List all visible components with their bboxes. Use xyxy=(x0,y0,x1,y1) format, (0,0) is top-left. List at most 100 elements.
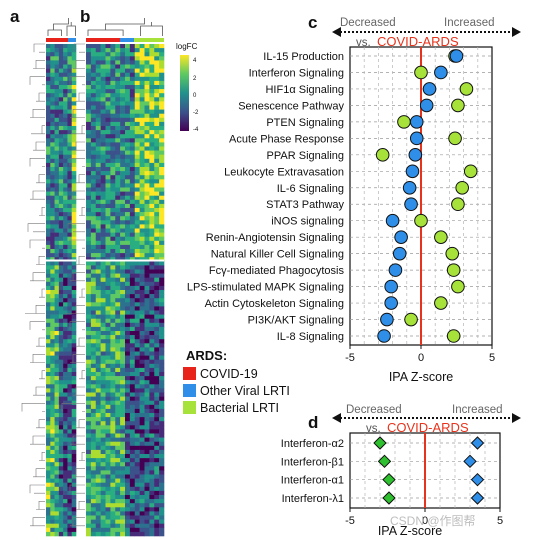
heat-cell xyxy=(54,93,60,98)
heat-cell xyxy=(149,101,155,106)
heat-cell xyxy=(159,355,165,360)
heat-cell xyxy=(144,134,150,139)
heat-cell xyxy=(50,80,55,86)
heat-cell xyxy=(50,265,55,270)
heat-cell xyxy=(100,441,106,447)
heat-cell xyxy=(139,101,145,106)
heat-cell xyxy=(46,113,51,119)
heat-cell xyxy=(54,220,60,225)
heat-cell xyxy=(144,495,150,500)
heat-cell xyxy=(46,85,51,90)
heat-cell xyxy=(67,236,73,242)
data-point xyxy=(382,491,396,505)
heat-cell xyxy=(90,68,97,73)
heat-cell xyxy=(46,121,51,127)
heat-cell xyxy=(46,458,51,463)
heat-cell xyxy=(86,347,92,352)
heat-cell xyxy=(63,68,68,73)
heat-cell xyxy=(149,240,155,246)
heat-cell xyxy=(144,392,150,397)
heat-cell xyxy=(144,162,150,168)
heat-cell xyxy=(50,445,55,451)
heat-cell xyxy=(90,478,97,483)
heat-cell xyxy=(67,93,73,98)
heat-cell xyxy=(120,105,126,110)
heat-cell xyxy=(110,495,116,500)
heat-cell xyxy=(54,519,60,524)
heat-cell xyxy=(90,380,97,385)
heat-cell xyxy=(125,306,131,311)
heat-cell xyxy=(115,355,121,360)
heat-cell xyxy=(63,97,68,102)
heat-cell xyxy=(95,76,101,82)
heat-cell xyxy=(120,269,126,274)
heat-cell xyxy=(139,396,145,401)
heat-cell xyxy=(110,478,116,483)
heat-cell xyxy=(46,531,51,537)
heat-cell xyxy=(134,495,140,500)
heat-cell xyxy=(58,183,64,188)
heat-cell xyxy=(149,89,155,94)
heat-cell xyxy=(100,302,106,307)
heat-cell xyxy=(90,142,97,147)
heat-cell xyxy=(125,60,131,65)
heat-cell xyxy=(58,359,64,365)
heat-cell xyxy=(129,162,136,168)
heat-cell xyxy=(154,413,160,418)
heat-cell xyxy=(46,478,51,483)
heat-cell xyxy=(129,318,136,324)
heat-cell xyxy=(110,372,116,377)
heat-cell xyxy=(95,228,101,233)
heat-cell xyxy=(63,314,68,319)
heat-cell xyxy=(120,158,126,164)
heat-cell xyxy=(71,302,77,307)
heat-cell xyxy=(71,466,77,471)
heat-cell xyxy=(63,281,68,287)
heat-cell xyxy=(100,384,106,389)
heat-cell xyxy=(50,167,55,172)
heat-cell xyxy=(134,249,140,254)
heat-cell xyxy=(115,310,121,315)
heat-cell xyxy=(115,285,121,291)
heat-cell xyxy=(154,507,160,512)
heat-cell xyxy=(71,109,77,114)
heat-cell xyxy=(125,228,131,233)
heat-cell xyxy=(139,322,145,328)
heat-cell xyxy=(71,158,77,164)
heat-cell xyxy=(154,44,160,49)
heat-cell xyxy=(159,220,165,225)
heat-cell xyxy=(100,228,106,233)
heat-cell xyxy=(86,68,92,73)
legend-swatch-covid xyxy=(183,367,196,380)
heat-cell xyxy=(110,343,116,348)
heat-cell xyxy=(154,462,160,467)
heat-cell xyxy=(58,52,64,57)
heat-cell xyxy=(46,117,51,123)
heat-cell xyxy=(54,146,60,151)
heat-cell xyxy=(115,482,121,488)
heat-cell xyxy=(154,359,160,365)
heat-cell xyxy=(125,101,131,106)
dendrogram-a xyxy=(21,18,76,527)
heat-cell xyxy=(110,179,116,184)
heat-cell xyxy=(139,261,145,266)
heat-cell xyxy=(71,113,77,119)
heat-cell xyxy=(105,232,111,237)
heat-cell xyxy=(71,265,77,270)
heat-cell xyxy=(54,257,60,262)
heat-cell xyxy=(144,298,150,303)
heat-cell xyxy=(86,482,92,488)
heat-cell xyxy=(144,388,150,393)
heat-cell xyxy=(105,454,111,459)
heat-cell xyxy=(67,199,73,205)
heat-cell xyxy=(105,343,111,348)
heat-cell xyxy=(58,347,64,352)
heat-cell xyxy=(139,216,145,221)
heat-cell xyxy=(46,290,51,295)
heat-cell xyxy=(139,228,145,233)
heat-cell xyxy=(134,343,140,348)
heat-cell xyxy=(63,121,68,127)
heat-cell xyxy=(95,499,101,504)
heat-cell xyxy=(110,68,116,73)
heat-cell xyxy=(100,454,106,459)
